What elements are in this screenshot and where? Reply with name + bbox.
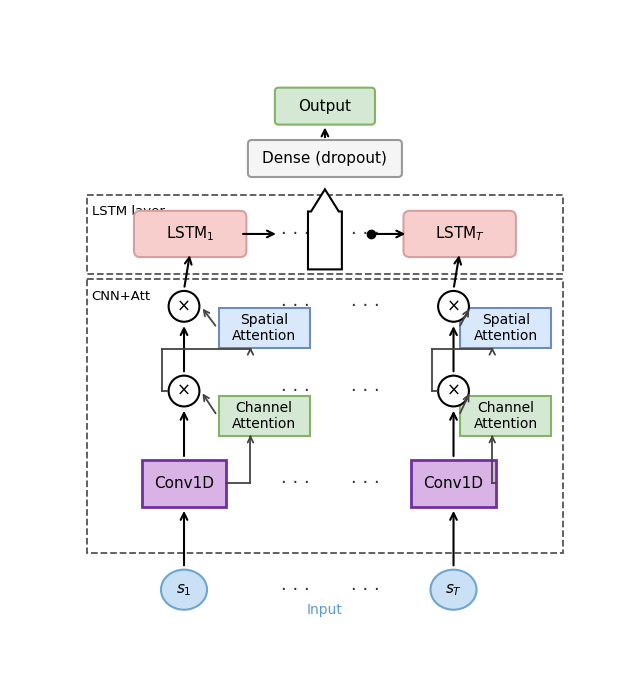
Bar xyxy=(460,308,552,348)
Text: Channel
Attention: Channel Attention xyxy=(474,401,538,431)
Text: · · ·: · · · xyxy=(280,225,309,243)
Polygon shape xyxy=(308,190,342,269)
Bar xyxy=(87,280,563,553)
Text: Spatial
Attention: Spatial Attention xyxy=(474,313,538,343)
Text: Conv1D: Conv1D xyxy=(154,476,214,491)
Circle shape xyxy=(169,291,200,322)
Ellipse shape xyxy=(430,570,477,610)
Text: Conv1D: Conv1D xyxy=(424,476,484,491)
Text: ×: × xyxy=(177,298,191,316)
Bar xyxy=(219,308,309,348)
Text: Channel
Attention: Channel Attention xyxy=(232,401,296,431)
Text: Input: Input xyxy=(307,603,343,617)
Text: LSTM layer: LSTM layer xyxy=(92,206,164,219)
Text: $s_T$: $s_T$ xyxy=(445,582,462,598)
Text: Dense (dropout): Dense (dropout) xyxy=(262,151,387,166)
Text: · · ·: · · · xyxy=(351,475,380,493)
FancyBboxPatch shape xyxy=(134,211,247,257)
Text: Output: Output xyxy=(299,99,351,113)
Bar xyxy=(219,396,309,436)
Text: · · ·: · · · xyxy=(280,581,309,599)
FancyBboxPatch shape xyxy=(275,88,375,125)
Text: · · ·: · · · xyxy=(351,225,380,243)
Text: ×: × xyxy=(177,382,191,400)
Bar xyxy=(141,460,226,507)
Text: · · ·: · · · xyxy=(351,298,380,316)
Ellipse shape xyxy=(161,570,207,610)
Text: LSTM$_T$: LSTM$_T$ xyxy=(435,225,484,244)
FancyBboxPatch shape xyxy=(403,211,516,257)
Text: · · ·: · · · xyxy=(280,475,309,493)
Text: · · ·: · · · xyxy=(351,382,380,400)
Circle shape xyxy=(438,291,469,322)
Text: Spatial
Attention: Spatial Attention xyxy=(232,313,296,343)
Bar xyxy=(460,396,552,436)
Text: $s_1$: $s_1$ xyxy=(176,582,192,598)
Bar xyxy=(87,194,563,274)
FancyBboxPatch shape xyxy=(248,140,402,177)
Circle shape xyxy=(169,376,200,406)
Text: · · ·: · · · xyxy=(351,581,380,599)
Text: · · ·: · · · xyxy=(280,382,309,400)
Text: · · ·: · · · xyxy=(280,298,309,316)
Text: LSTM$_1$: LSTM$_1$ xyxy=(166,225,214,244)
Text: ×: × xyxy=(446,298,460,316)
Text: ×: × xyxy=(446,382,460,400)
Bar xyxy=(411,460,496,507)
Circle shape xyxy=(438,376,469,406)
Text: CNN+Att: CNN+Att xyxy=(92,290,151,303)
